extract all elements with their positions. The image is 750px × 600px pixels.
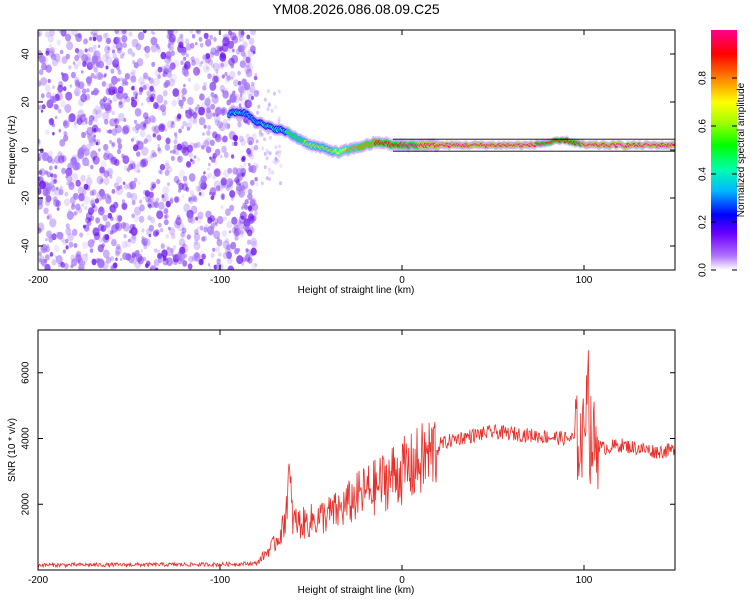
colorbar-tick-label: 0.4 [698, 167, 709, 181]
y-tick-label: -40 [21, 238, 32, 253]
colorbar: 0.0 0.2 0.4 0.6 0.8 Normalized spectral ampl… [698, 30, 747, 277]
y-tick-label: 2000 [21, 493, 32, 516]
snr-plot-area [38, 350, 675, 569]
snr-x-axis: -200 -100 0 100 [28, 330, 593, 586]
x-tick-label: 0 [399, 575, 405, 586]
spectrogram-x-label: Height of straight line (km) [298, 285, 415, 296]
snr-x-label: Height of straight line (km) [298, 585, 415, 596]
spectrogram-x-axis: -200 -100 0 100 [28, 30, 593, 286]
noise-blobs [38, 30, 283, 270]
colorbar-ticks: 0.0 0.2 0.4 0.6 0.8 [698, 71, 737, 277]
colorbar-label: Normalized spectral amplitude [736, 82, 747, 217]
y-tick-label: 20 [21, 96, 32, 108]
snr-y-label: SNR (10 * v/v) [7, 418, 18, 482]
y-tick-label: 4000 [21, 427, 32, 450]
spectrogram-y-label: Frequency (Hz) [7, 116, 18, 185]
snr-panel: -200 -100 0 100 2000 4000 6000 Height of stra… [7, 329, 676, 596]
spectrogram-y-axis: -40 -20 0 20 40 [21, 48, 675, 253]
y-tick-label: -20 [21, 190, 32, 205]
colorbar-tick-label: 0.0 [698, 263, 709, 277]
colorbar-tick-label: 0.8 [698, 71, 709, 85]
snr-series-line [38, 350, 675, 569]
colorbar-gradient [711, 30, 737, 270]
spectrogram-plot-area [38, 30, 675, 270]
x-tick-label: -200 [28, 575, 48, 586]
x-tick-label: -100 [210, 275, 230, 286]
ridge [226, 105, 675, 159]
x-tick-label: -200 [28, 275, 48, 286]
snr-y-axis: 2000 4000 6000 [21, 361, 675, 515]
x-tick-label: -100 [210, 575, 230, 586]
y-tick-label: 0 [21, 147, 32, 153]
snr-frame [37, 329, 676, 571]
x-tick-label: 100 [576, 275, 593, 286]
y-tick-label: 40 [21, 48, 32, 60]
y-tick-label: 6000 [21, 361, 32, 384]
colorbar-tick-label: 0.6 [698, 119, 709, 133]
x-tick-label: 0 [399, 275, 405, 286]
figure-title: YM08.2026.086.08.09.C25 [272, 1, 440, 17]
x-tick-label: 100 [576, 575, 593, 586]
colorbar-tick-label: 0.2 [698, 215, 709, 229]
